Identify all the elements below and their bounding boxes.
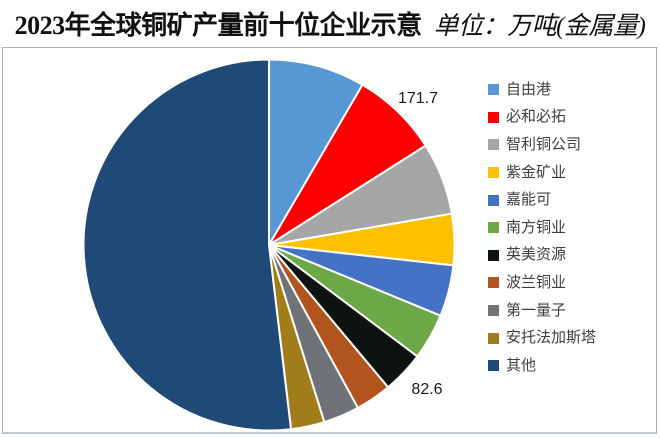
legend-label: 自由港: [506, 80, 552, 98]
legend-swatch-icon: [488, 167, 499, 179]
legend-label: 必和必拓: [506, 108, 567, 126]
legend: 自由港必和必拓智利铜公司紫金矿业嘉能可南方铜业英美资源波兰铜业第一量子安托法加斯…: [488, 76, 653, 380]
legend-label: 嘉能可: [506, 191, 552, 209]
legend-label: 紫金矿业: [506, 163, 567, 181]
legend-label: 英美资源: [506, 246, 567, 264]
legend-swatch-icon: [488, 222, 499, 234]
legend-item-安托法加斯塔: 安托法加斯塔: [488, 324, 653, 352]
legend-item-智利铜公司: 智利铜公司: [488, 131, 653, 159]
legend-swatch-icon: [488, 84, 499, 96]
data-label-bhp: 171.7: [397, 90, 439, 107]
legend-swatch-icon: [488, 139, 499, 151]
legend-swatch-icon: [488, 332, 499, 344]
legend-swatch-icon: [488, 305, 499, 317]
pie-slice-其他: [82, 58, 293, 432]
legend-swatch-icon: [488, 277, 499, 289]
chart-title-unit: 单位：万吨(金属量): [433, 13, 646, 40]
legend-label: 波兰铜业: [506, 273, 567, 291]
pie-slice-自由港: [268, 58, 364, 246]
legend-item-南方铜业: 南方铜业: [488, 214, 653, 242]
legend-item-嘉能可: 嘉能可: [488, 186, 653, 214]
legend-label: 其他: [506, 356, 537, 374]
legend-item-其他: 其他: [488, 352, 653, 380]
legend-item-必和必拓: 必和必拓: [488, 104, 653, 132]
legend-item-第一量子: 第一量子: [488, 297, 653, 325]
legend-swatch-icon: [488, 194, 499, 206]
data-label-anglo-american: 82.6: [411, 381, 443, 398]
legend-swatch-icon: [488, 249, 499, 261]
chart-title-main: 2023年全球铜矿产量前十位企业示意: [14, 11, 423, 40]
legend-item-英美资源: 英美资源: [488, 242, 653, 270]
legend-label: 智利铜公司: [506, 135, 582, 153]
legend-item-波兰铜业: 波兰铜业: [488, 269, 653, 297]
legend-swatch-icon: [488, 360, 499, 372]
legend-label: 安托法加斯塔: [506, 329, 597, 347]
chart-title: 2023年全球铜矿产量前十位企业示意 单位：万吨(金属量): [0, 5, 660, 42]
legend-label: 南方铜业: [506, 218, 567, 236]
legend-item-自由港: 自由港: [488, 76, 653, 104]
legend-label: 第一量子: [506, 301, 567, 319]
legend-item-紫金矿业: 紫金矿业: [488, 159, 653, 187]
legend-swatch-icon: [488, 111, 499, 123]
